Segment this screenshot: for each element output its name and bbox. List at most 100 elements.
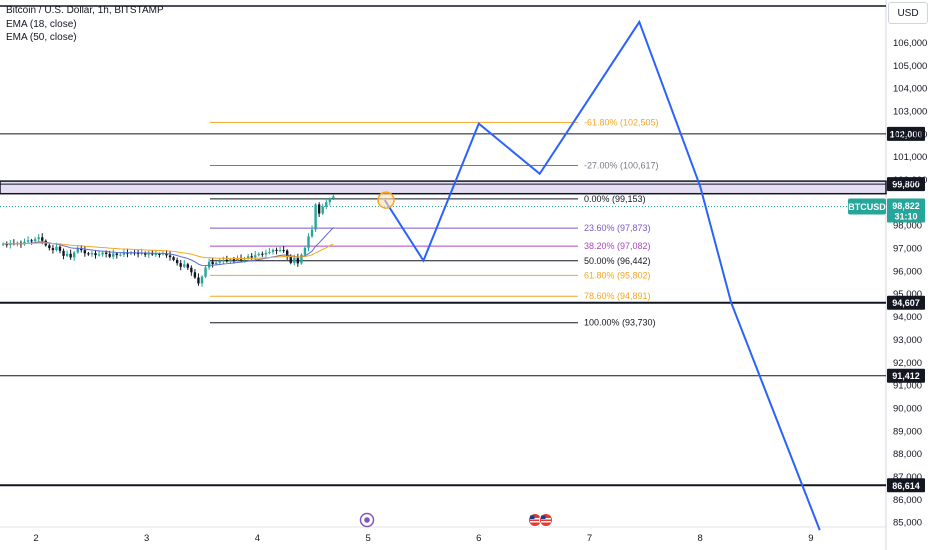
candles-group <box>2 194 335 287</box>
candle-body <box>204 267 207 277</box>
price-axis-tick: 106,000 <box>893 38 927 49</box>
candle-body <box>154 253 158 255</box>
candle-body <box>97 254 101 256</box>
candle-body <box>193 272 197 278</box>
candle-body <box>90 253 94 255</box>
flag-stripe <box>530 521 540 523</box>
candle-body <box>310 229 314 237</box>
candle-body <box>158 253 161 255</box>
currency-button[interactable]: USD <box>888 2 928 24</box>
candle-body <box>332 196 335 199</box>
candle-body <box>307 236 310 248</box>
candle-body <box>168 255 172 258</box>
candle-body <box>140 252 143 254</box>
ema-50-line <box>3 242 334 260</box>
candle-body <box>41 237 44 241</box>
candle-body <box>246 256 250 259</box>
candle-body <box>328 198 331 203</box>
us-flag-icon[interactable] <box>528 513 553 527</box>
flag-canton <box>530 515 535 519</box>
symbol-title[interactable]: Bitcoin / U.S. Dollar, 1h, BITSTAMP <box>6 5 164 16</box>
candle-body <box>268 251 271 253</box>
candle-body <box>87 253 90 255</box>
candle-body <box>321 206 324 214</box>
candle-body <box>65 253 69 256</box>
candle-body <box>200 276 204 284</box>
fib-level-label: 78.60% (94,891) <box>584 291 651 301</box>
flag-canton <box>541 515 546 519</box>
candle-body <box>325 202 328 207</box>
fib-level-label: 50.00% (96,442) <box>584 256 651 266</box>
candle-body <box>303 247 307 255</box>
candle-body <box>183 264 186 267</box>
candle-body <box>314 204 317 230</box>
candle-body <box>190 267 193 273</box>
price-axis-tick: 98,000 <box>893 221 922 232</box>
star-event-icon[interactable] <box>359 512 375 528</box>
price-axis-tick: 97,000 <box>893 244 922 255</box>
candle-body <box>222 259 225 261</box>
candle-body <box>62 250 65 256</box>
fib-level-label: 0.00% (99,153) <box>584 194 646 204</box>
candle-body <box>275 249 278 251</box>
price-axis-tick: 86,000 <box>893 495 922 506</box>
candle-body <box>264 252 268 255</box>
symbol-name-tag <box>848 198 886 215</box>
time-axis-tick: 8 <box>698 533 703 544</box>
candle-body <box>179 263 182 267</box>
ema-18-indicator[interactable]: EMA (18, close) <box>6 18 77 30</box>
candle-body <box>317 204 321 214</box>
time-axis-tick: 5 <box>365 533 370 544</box>
time-axis-tick: 3 <box>144 533 149 544</box>
level-price-label: 86,614 <box>892 481 920 491</box>
level-price-tag <box>887 126 925 141</box>
candle-body <box>165 253 168 256</box>
candle-body <box>122 252 126 255</box>
candle-body <box>108 253 111 257</box>
price-axis-tick: 87,000 <box>893 472 922 483</box>
candle-body <box>211 261 214 265</box>
candle-body <box>186 264 189 268</box>
level-price-tag <box>887 368 925 383</box>
candle-body <box>23 241 26 245</box>
candle-body <box>271 249 275 252</box>
candle-body <box>282 250 285 252</box>
last-price-label: 98,822 <box>892 201 920 211</box>
projection-path <box>383 19 821 531</box>
level-price-label: 91,412 <box>892 371 920 381</box>
price-axis-tick: 100,000 <box>893 175 927 186</box>
candle-body <box>293 257 296 263</box>
candle-body <box>115 253 118 256</box>
candle-body <box>33 239 37 242</box>
candle-body <box>144 252 147 255</box>
candle-body <box>51 248 55 251</box>
ema-18-line <box>3 227 334 267</box>
candle-body <box>104 252 108 254</box>
level-price-label: 94,607 <box>892 298 920 308</box>
candle-body <box>218 260 221 263</box>
candle-body <box>58 246 62 251</box>
price-axis-tick: 85,000 <box>893 518 922 529</box>
time-axis-tick: 4 <box>255 533 260 544</box>
ema-50-indicator[interactable]: EMA (50, close) <box>6 32 77 43</box>
fib-level-label: 100.00% (93,730) <box>584 318 656 328</box>
candle-body <box>83 250 87 254</box>
candle-body <box>229 259 232 262</box>
level-price-tag <box>887 478 925 493</box>
fib-level-label: -27.00% (100,617) <box>584 160 659 170</box>
candle-body <box>236 258 239 261</box>
last-price-tag <box>887 198 925 223</box>
price-axis-tick: 93,000 <box>893 335 922 346</box>
candle-body <box>147 253 150 255</box>
candle-body <box>80 248 83 251</box>
price-axis-tick: 88,000 <box>893 449 922 460</box>
candle-body <box>136 253 140 255</box>
candle-body <box>26 240 30 242</box>
price-axis-tick: 103,000 <box>893 107 927 118</box>
fib-level-label: 61.80% (95,802) <box>584 270 651 280</box>
countdown-label: 31:10 <box>894 211 917 221</box>
level-price-label: 102,000 <box>890 129 923 139</box>
level-price-tag <box>887 177 925 192</box>
candle-body <box>225 259 229 262</box>
